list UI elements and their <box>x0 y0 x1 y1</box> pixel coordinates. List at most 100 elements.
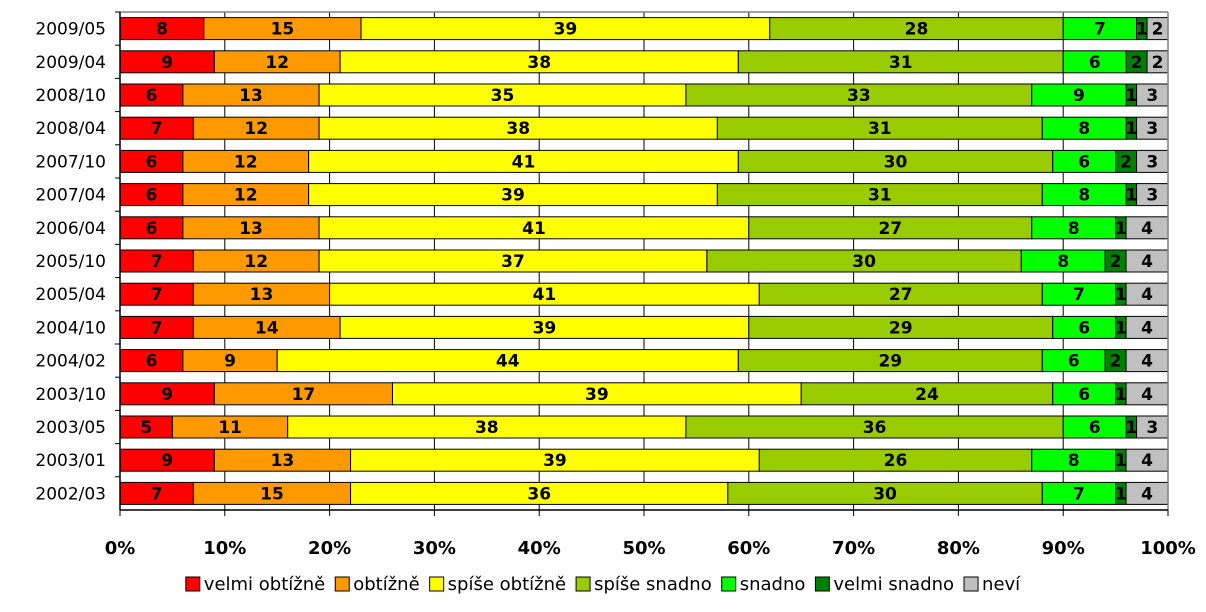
data-label: 6 <box>1068 352 1080 372</box>
category-label: 2002/03 <box>35 484 106 504</box>
x-tick-label: 20% <box>308 538 351 559</box>
data-label: 33 <box>847 86 871 106</box>
data-label: 2 <box>1152 20 1164 40</box>
x-tick-label: 0% <box>105 538 136 559</box>
data-label: 30 <box>884 152 908 172</box>
data-label: 1 <box>1125 119 1137 139</box>
data-label: 6 <box>146 352 158 372</box>
data-label: 12 <box>244 119 268 139</box>
category-label: 2003/05 <box>35 418 106 438</box>
data-label: 31 <box>868 186 892 206</box>
data-label: 12 <box>234 152 258 172</box>
data-label: 28 <box>905 20 929 40</box>
data-label: 8 <box>1068 451 1080 471</box>
data-label: 1 <box>1125 418 1137 438</box>
data-label: 1 <box>1115 484 1127 504</box>
data-label: 38 <box>527 53 551 73</box>
data-label: 11 <box>218 418 242 438</box>
axes <box>115 11 1169 516</box>
data-label: 31 <box>889 53 913 73</box>
data-label: 1 <box>1115 285 1127 305</box>
category-label: 2009/05 <box>35 20 106 40</box>
x-tick-label: 30% <box>413 538 456 559</box>
data-label: 6 <box>1078 318 1090 338</box>
data-label: 27 <box>878 219 902 239</box>
data-label: 17 <box>292 385 316 405</box>
legend-label: snadno <box>740 574 806 595</box>
x-tick-label: 70% <box>832 538 875 559</box>
legend-swatch <box>721 576 737 592</box>
data-label: 1 <box>1115 219 1127 239</box>
x-tick-label: 60% <box>727 538 770 559</box>
category-label: 2007/10 <box>35 152 106 172</box>
data-label: 9 <box>161 451 173 471</box>
legend-swatch <box>185 576 201 592</box>
data-label: 44 <box>496 352 520 372</box>
data-label: 41 <box>512 152 536 172</box>
legend-swatch <box>575 576 591 592</box>
x-tick-label: 100% <box>1140 538 1196 559</box>
category-label: 2003/10 <box>35 385 106 405</box>
data-label: 9 <box>1073 86 1085 106</box>
data-label: 6 <box>1078 385 1090 405</box>
data-label: 4 <box>1141 318 1153 338</box>
data-label: 6 <box>1089 53 1101 73</box>
data-label: 2 <box>1110 352 1122 372</box>
data-label: 7 <box>151 285 163 305</box>
data-label: 27 <box>889 285 913 305</box>
data-label: 8 <box>1078 186 1090 206</box>
data-label: 8 <box>156 20 168 40</box>
legend-label: spíše snadno <box>594 574 712 595</box>
data-label: 9 <box>161 53 173 73</box>
data-label: 12 <box>234 186 258 206</box>
legend-swatch <box>334 576 350 592</box>
data-label: 36 <box>863 418 887 438</box>
legend-label: obtížně <box>353 574 419 595</box>
data-label: 6 <box>1078 152 1090 172</box>
data-label: 3 <box>1146 186 1158 206</box>
data-label: 41 <box>522 219 546 239</box>
data-label: 13 <box>250 285 274 305</box>
data-label: 7 <box>1073 484 1085 504</box>
data-label: 8 <box>1068 219 1080 239</box>
x-tick-labels: 0% 10% 20% 30% 40% 50% 60% 70% 80% 90% 100% <box>105 538 1196 559</box>
legend: velmi obtížně obtížně spíše obtížně spíše s… <box>185 574 1021 595</box>
data-label: 29 <box>878 352 902 372</box>
data-label: 26 <box>884 451 908 471</box>
data-label: 3 <box>1146 418 1158 438</box>
data-label: 13 <box>271 451 295 471</box>
data-label: 9 <box>224 352 236 372</box>
data-label: 1 <box>1125 86 1137 106</box>
data-label: 1 <box>1115 318 1127 338</box>
data-label: 15 <box>271 20 295 40</box>
legend-label: spíše obtížně <box>448 574 566 595</box>
x-tick-label: 10% <box>203 538 246 559</box>
data-label: 3 <box>1146 86 1158 106</box>
category-labels: 2009/05 2009/04 2008/10 2008/04 2007/10 2007/… <box>35 20 106 505</box>
data-label: 3 <box>1146 152 1158 172</box>
data-label: 37 <box>501 252 525 272</box>
data-label: 7 <box>151 252 163 272</box>
data-label: 12 <box>265 53 289 73</box>
data-label: 38 <box>506 119 530 139</box>
data-label: 1 <box>1115 451 1127 471</box>
data-label: 38 <box>475 418 499 438</box>
data-label: 1 <box>1136 20 1148 40</box>
data-label: 6 <box>146 152 158 172</box>
data-label: 2 <box>1120 152 1132 172</box>
data-label: 4 <box>1141 252 1153 272</box>
data-label: 15 <box>260 484 284 504</box>
data-label: 39 <box>533 318 557 338</box>
data-label: 4 <box>1141 219 1153 239</box>
category-label: 2004/02 <box>35 352 106 372</box>
data-label: 6 <box>146 219 158 239</box>
data-label: 8 <box>1057 252 1069 272</box>
data-label: 4 <box>1141 484 1153 504</box>
data-label: 7 <box>1073 285 1085 305</box>
data-label: 12 <box>244 252 268 272</box>
data-label: 6 <box>146 86 158 106</box>
data-label: 36 <box>527 484 551 504</box>
data-label: 13 <box>239 86 263 106</box>
x-tick-label: 50% <box>622 538 665 559</box>
legend-label: velmi snadno <box>833 574 954 595</box>
